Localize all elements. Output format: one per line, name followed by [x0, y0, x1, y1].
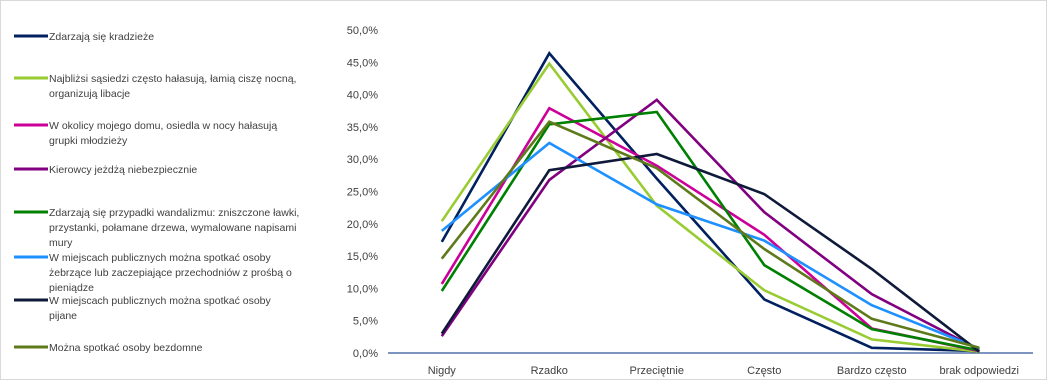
y-tick-label: 5,0%: [353, 316, 378, 328]
legend-label: Można spotkać osoby bezdomne: [49, 342, 203, 354]
series-line-2: [440, 61, 980, 353]
legend-label: żebrzące lub zaczepiające przechodniów z…: [49, 267, 292, 279]
x-tick-label: Często: [747, 365, 781, 377]
legend-label: W miejscach publicznych można spotkać os…: [49, 295, 272, 307]
legend: Zdarzają się kradzieże Najbliżsi sąsiedzi…: [14, 31, 299, 354]
y-tick-label: 45,0%: [347, 57, 378, 69]
legend-label: pieniądze: [49, 282, 94, 294]
legend-item: W miejscach publicznych można spotkać os…: [14, 252, 292, 294]
legend-item: Najbliżsi sąsiedzi często hałasują, łami…: [14, 73, 296, 100]
legend-label: pijane: [49, 310, 77, 322]
series-line-4: [440, 98, 980, 351]
legend-label: Zdarzają się przypadki wandalizmu: znisz…: [49, 207, 299, 219]
series-line-8: [440, 120, 980, 350]
legend-label: grupki młodzieży: [49, 135, 128, 147]
series-group: [440, 51, 981, 353]
x-tick-label: Nigdy: [428, 365, 457, 377]
legend-label: Zdarzają się kradzieże: [49, 31, 154, 43]
legend-label: Kierowcy jeżdżą niebezpiecznie: [49, 164, 197, 176]
y-axis: 0,0% 5,0% 10,0% 15,0% 20,0% 25,0% 30,0% 35,0% 40…: [347, 25, 378, 360]
legend-item: Można spotkać osoby bezdomne: [14, 342, 203, 354]
legend-item: Zdarzają się przypadki wandalizmu: znisz…: [14, 207, 299, 249]
y-tick-label: 20,0%: [347, 219, 378, 231]
legend-item: W okolicy mojego domu, osiedla w nocy ha…: [14, 120, 277, 147]
series-line-5: [440, 110, 980, 352]
legend-label: przystanki, połamane drzewa, wymalowane …: [49, 222, 296, 234]
legend-label: organizują libacje: [49, 88, 130, 100]
legend-label: W miejscach publicznych można spotkać os…: [49, 252, 272, 264]
legend-label: W okolicy mojego domu, osiedla w nocy ha…: [49, 120, 277, 132]
x-tick-label: Bardzo często: [837, 365, 907, 377]
legend-label: mury: [49, 237, 73, 249]
series-line-1: [440, 51, 980, 353]
y-tick-label: 15,0%: [347, 251, 378, 263]
y-tick-label: 0,0%: [353, 348, 378, 360]
x-tick-label: Przeciętnie: [630, 365, 684, 377]
y-tick-label: 40,0%: [347, 90, 378, 102]
y-tick-label: 35,0%: [347, 122, 378, 134]
x-axis: Nigdy Rzadko Przeciętnie Często Bardzo częst…: [388, 352, 1033, 377]
x-tick-label: brak odpowiedzi: [940, 365, 1020, 377]
legend-item: W miejscach publicznych można spotkać os…: [14, 295, 272, 322]
series-line-6: [440, 141, 980, 350]
series-line-7: [440, 152, 981, 353]
y-tick-label: 30,0%: [347, 154, 378, 166]
legend-item: Zdarzają się kradzieże: [14, 31, 154, 43]
legend-item: Kierowcy jeżdżą niebezpiecznie: [14, 164, 197, 176]
y-tick-label: 50,0%: [347, 25, 378, 37]
y-tick-label: 10,0%: [347, 283, 378, 295]
legend-label: Najbliżsi sąsiedzi często hałasują, łami…: [49, 73, 296, 85]
y-tick-label: 25,0%: [347, 187, 378, 199]
x-tick-label: Rzadko: [531, 365, 568, 377]
